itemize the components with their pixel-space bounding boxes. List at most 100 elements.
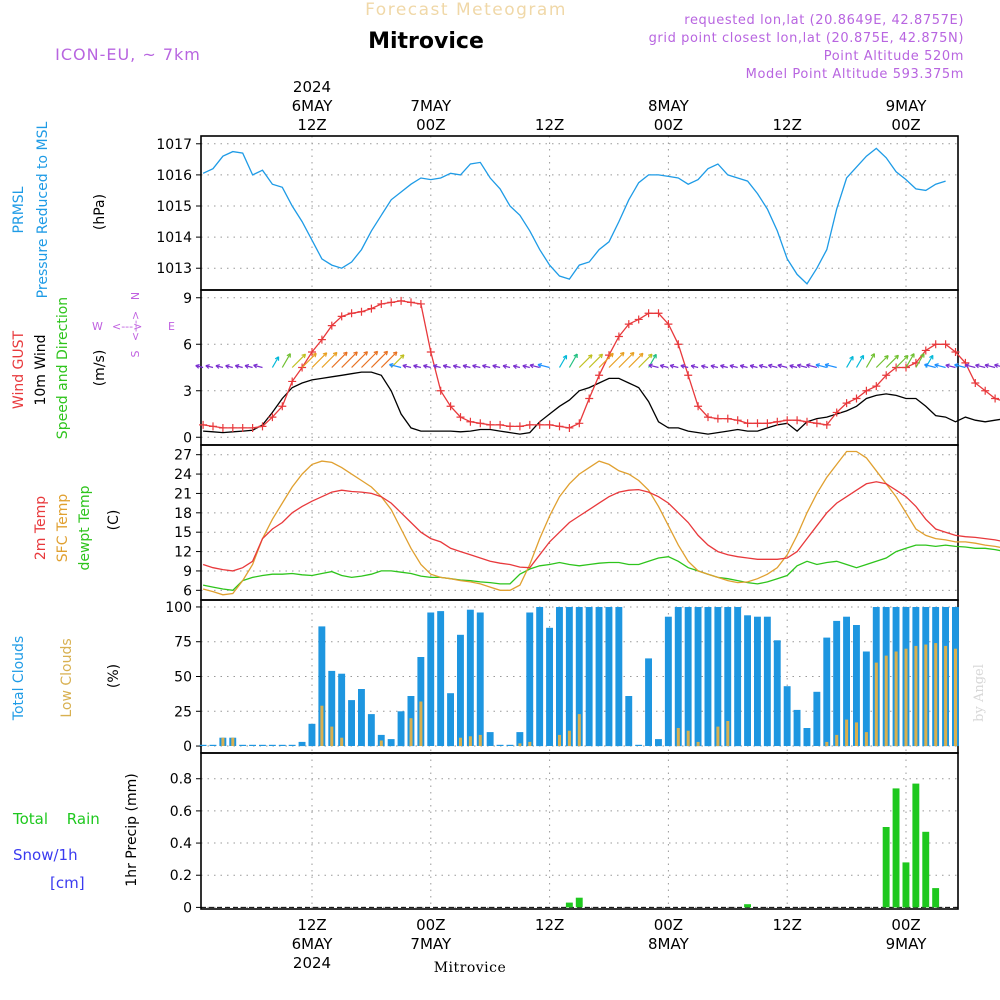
gust-marker [803,417,811,426]
wind-arrow [588,353,603,368]
grid-point-location: grid point closest lon,lat (20.875E, 42.… [649,31,964,46]
ytick-label: 24 [174,467,192,483]
wind-arrow-head [710,364,715,369]
panel-4: 0 25 50 75 100 [165,599,959,755]
wind-arrow-head [225,364,230,369]
gust-marker [674,340,683,349]
low-cloud-bar [944,645,948,746]
low-cloud-bar [528,741,532,747]
wind-arrow-head [749,364,755,369]
model-point-altitude: Model Point Altitude 593.375m [746,67,964,82]
gust-marker [822,420,831,429]
total-cloud-bar [308,723,316,747]
gust-marker [199,420,208,429]
low-cloud-bar [884,655,888,746]
ytick-label: 50 [174,670,192,686]
ytick-label: 27 [174,448,192,464]
gust-marker [525,420,534,429]
panel-frame [200,444,959,601]
total-cloud-bar [358,689,365,746]
wind-unit: (m/s) [92,350,108,387]
wind-arrow-head [652,353,657,359]
wind-arrow [945,364,956,369]
wind-arrow [680,365,689,369]
total-cloud-bar [397,711,405,747]
wind-line [203,371,1000,435]
wind-arrow-head [244,363,250,369]
speed-direction-label: Speed and Direction [55,297,71,439]
bottom-tick-label: 7MAY [410,935,452,953]
gust-marker [852,394,861,403]
cloud-bars [199,607,959,747]
low-cloud-bar [874,662,878,747]
wind-arrow-head [312,352,317,358]
pressure-unit: (hPa) [92,194,108,230]
total-cloud-bar [328,670,336,746]
total-cloud-bar [615,607,623,747]
wind-arrow [638,353,653,368]
clouds-unit: (%) [106,664,122,688]
wind-arrow-head [452,364,458,369]
total-cloud-bar [793,709,801,747]
ytick-label: 21 [174,486,192,502]
total-cloud-bar [783,686,791,746]
gust-marker [278,402,287,411]
gust-marker [317,335,326,344]
total-cloud-bar [526,612,534,746]
gust-marker [258,422,267,431]
wind-arrow-head [659,363,665,369]
wind-arrow [253,364,263,369]
top-tick-label: 2024 [293,78,331,96]
gust-marker [773,417,782,426]
total-cloud-bar [466,609,474,746]
rain-bar [902,862,910,908]
wind-arrow [195,365,204,369]
wind-arrow-head [482,363,487,369]
wind-arrow [351,351,368,368]
wind-arrow-head [789,364,794,369]
total-cloud-bar [259,744,266,746]
total-cloud-bar [763,616,771,747]
total-cloud-bar [684,607,692,747]
total-cloud-bar [744,615,751,746]
rain-bar [882,827,890,908]
wind-arrow [824,363,837,369]
ytick-label: 9 [183,291,192,307]
wind-arrow [402,364,412,369]
total-cloud-bar [447,693,454,747]
gust-marker [882,371,891,380]
wind-arrow-head [629,351,635,357]
wind-arrow-head [529,363,535,369]
low-cloud-bar [825,741,829,747]
wind-arrow [777,364,788,369]
gust-label: Wind GUST [11,330,27,409]
low-cloud-bar [855,722,858,746]
panel-2: 0 3 6 9 [183,289,959,446]
wind-arrow-head [619,351,625,357]
total-cloud-bar [249,744,256,746]
wind-arrow [291,353,306,368]
wind-arrow-head [884,355,889,360]
wind-arrow [885,354,899,368]
wind-arrow-head [920,353,925,358]
gust-marker [704,413,712,422]
wind-arrow-head [537,362,542,368]
gust-marker [288,377,297,386]
total-cloud-bar [437,611,445,746]
gust-marker [407,298,415,307]
wind-arrow-head [680,364,685,369]
wind-arrow-head [824,362,830,368]
top-tick-label: 12Z [297,116,326,134]
panel-1: 1013 1014 1015 1016 1017 [156,135,959,291]
low-cloud-bar [904,648,908,747]
dewpt-line [202,544,1000,591]
top-tick-label: 00Z [416,116,445,134]
gust-marker [228,423,237,432]
wind-arrow-head [859,354,865,360]
gust-marker [793,416,802,425]
wind-arrow-head [934,363,939,368]
gust-marker [664,320,673,329]
wind-arrow [537,363,550,369]
wind-arrow [984,364,996,369]
